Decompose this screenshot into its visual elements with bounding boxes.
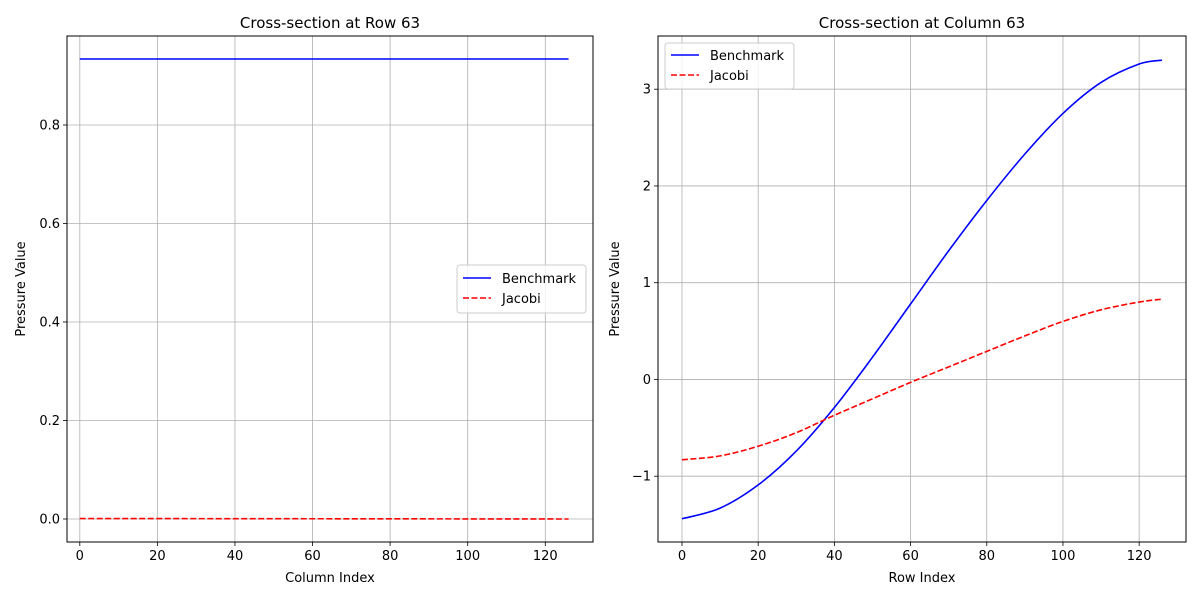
chart-right-title: Cross-section at Column 63 [819,14,1025,32]
chart-left-frame [66,35,594,543]
chart-right-xtick-label: 80 [978,549,995,564]
chart-right-xtick-label: 0 [678,549,686,564]
chart-right-legend-jacobi-label: Jacobi [709,69,749,84]
chart-left-xtick-label: 40 [227,549,244,564]
chart-left-xlabel: Column Index [285,571,375,586]
chart-left-legend-benchmark-label: Benchmark [502,272,577,287]
chart-left-legend: Benchmark Jacobi [456,264,587,314]
chart-right-series-benchmark-line [681,59,1163,520]
chart-left-ytick-label: 0.0 [39,513,60,528]
chart-left-xtick-label: 60 [304,549,321,564]
chart-left-xtick-label: 20 [149,549,166,564]
chart-right-xtick-label: 120 [1127,549,1152,564]
chart-left: 0 20 40 60 80 100 120 0.0 0.2 0.4 0.6 0.8 Cross-se… [14,14,594,586]
chart-right-ytick-label: 0 [643,373,651,388]
chart-right-ytick-label: 2 [643,179,651,194]
chart-right-xtick-label: 20 [750,549,767,564]
chart-left-title: Cross-section at Row 63 [240,14,420,32]
chart-right-xtick-label: 40 [826,549,843,564]
chart-left-ytick-label: 0.6 [39,217,60,232]
chart-right-legend-benchmark-label: Benchmark [710,49,785,64]
chart-right-series [681,59,1163,520]
chart-right: 0 20 40 60 80 100 120 −1 0 1 2 3 Cross-section at … [608,14,1187,586]
chart-left-series [79,58,569,520]
chart-right-ytick-label: −1 [632,470,651,485]
chart-left-legend-jacobi-label: Jacobi [501,292,541,307]
chart-left-legend-box [456,264,587,314]
chart-left-xtick-label: 0 [76,549,84,564]
chart-left-ylabel: Pressure Value [14,241,29,336]
chart-right-ylabel: Pressure Value [608,241,623,336]
chart-left-ytick-label: 0.4 [39,315,60,330]
chart-right-grid [658,36,1186,542]
chart-left-xtick-label: 120 [533,549,558,564]
chart-right-series-jacobi-line [681,298,1163,461]
chart-right-xtick-label: 100 [1051,549,1076,564]
chart-left-xticks: 0 20 40 60 80 100 120 [76,542,558,564]
chart-left-ytick-label: 0.8 [39,118,60,133]
chart-left-yticks: 0.0 0.2 0.4 0.6 0.8 [39,118,67,528]
chart-right-xticks: 0 20 40 60 80 100 120 [678,542,1152,564]
chart-right-xtick-label: 60 [902,549,919,564]
chart-left-xtick-label: 80 [382,549,399,564]
chart-right-legend: Benchmark Jacobi [664,42,795,90]
chart-left-xtick-label: 100 [455,549,480,564]
chart-right-xlabel: Row Index [889,571,956,586]
chart-right-frame [657,35,1187,543]
chart-right-ytick-label: 3 [643,83,651,98]
chart-left-ytick-label: 0.2 [39,414,60,429]
chart-right-ytick-label: 1 [643,276,651,291]
chart-right-yticks: −1 0 1 2 3 [632,83,658,485]
